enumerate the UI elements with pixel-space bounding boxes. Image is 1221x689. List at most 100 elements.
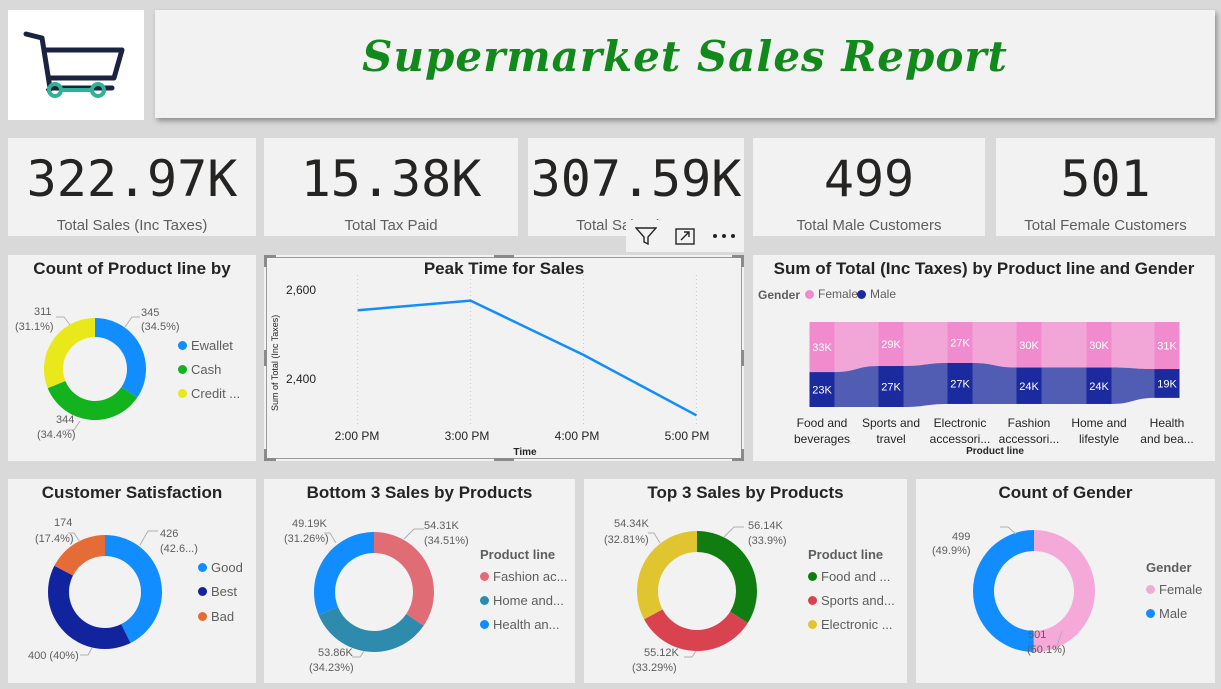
best-label: 400 (40%) <box>28 650 79 662</box>
gender-donut-tile[interactable]: Count of Gender 499 (49.9%) 501 (50.1%) … <box>916 479 1215 683</box>
legend-item-credit[interactable]: Credit ... <box>178 386 240 401</box>
ribbon-male[interactable] <box>1041 367 1087 404</box>
ribbon-chart-tile[interactable]: Sum of Total (Inc Taxes) by Product line… <box>753 255 1215 461</box>
payment-donut-tile[interactable]: Count of Product line by 345 (34.5%) 344… <box>8 255 256 461</box>
ribbon-male[interactable] <box>1111 367 1155 404</box>
legend-item-male[interactable]: Male <box>1146 606 1187 621</box>
legend-item-ewallet[interactable]: Ewallet <box>178 338 233 353</box>
x-tick-label: beverages <box>794 432 850 446</box>
kpi-card-male-customers[interactable]: 499 Total Male Customers <box>753 138 985 236</box>
ribbon-male[interactable] <box>972 362 1017 404</box>
ribbon-male[interactable] <box>903 362 948 407</box>
bar-female[interactable] <box>1016 322 1042 368</box>
legend-item-fashion[interactable]: Fashion ac... <box>480 569 567 584</box>
bar-female[interactable] <box>1154 322 1180 370</box>
food-value-label: 56.14K <box>748 520 784 532</box>
donut-slice-good[interactable] <box>105 535 162 643</box>
kpi-card-total-sales-ex-tax[interactable]: 307.59K Total Sales (Ex Ta <box>528 138 744 236</box>
legend-item-female[interactable]: Female <box>1146 582 1202 597</box>
legend-item-home[interactable]: Home and... <box>480 593 564 608</box>
donut-slice-credit[interactable] <box>43 318 95 389</box>
legend-item-food[interactable]: Food and ... <box>808 569 890 584</box>
resize-handle[interactable] <box>494 255 514 258</box>
ribbon-female[interactable] <box>834 322 879 373</box>
bar-female[interactable] <box>947 322 973 363</box>
legend-item-best[interactable]: Best <box>198 584 237 599</box>
legend-item-good[interactable]: Good <box>198 560 243 575</box>
satisfaction-donut-tile[interactable]: Customer Satisfaction 426 (42.6...) 400 … <box>8 479 256 683</box>
good-legend-dot <box>198 563 207 572</box>
bar-male[interactable] <box>1154 369 1180 398</box>
bar-male[interactable] <box>1086 367 1112 404</box>
legend-item-male[interactable]: Male <box>857 287 896 301</box>
male-legend-dot <box>857 289 866 299</box>
legend-item-cash[interactable]: Cash <box>178 362 221 377</box>
bar-male[interactable] <box>878 366 904 407</box>
resize-handle[interactable] <box>494 458 514 461</box>
legend-item-health[interactable]: Health an... <box>480 617 560 632</box>
peak-time-tile[interactable]: Peak Time for Sales Sum of Total (Inc Ta… <box>264 255 744 461</box>
kpi-card-total-sales[interactable]: 322.97K Total Sales (Inc Taxes) <box>8 138 256 236</box>
kpi-value: 15.38K <box>300 150 482 208</box>
donut-slice-food-and[interactable] <box>697 531 757 623</box>
data-label: 27K <box>950 337 970 349</box>
resize-handle[interactable] <box>264 255 276 258</box>
donut-slice-electronic[interactable] <box>637 531 697 620</box>
home-legend-dot <box>480 596 489 605</box>
ribbon-male[interactable] <box>834 366 879 407</box>
legend-label: Good <box>211 560 243 575</box>
ribbon-female[interactable] <box>1041 322 1087 368</box>
resize-handle[interactable] <box>741 255 744 267</box>
donut-slice-ewallet[interactable] <box>95 318 147 398</box>
bar-male[interactable] <box>1016 367 1042 404</box>
sales-line[interactable] <box>357 299 697 417</box>
top3-donut-tile[interactable]: Top 3 Sales by Products 56.14K (33.9%) 5… <box>584 479 907 683</box>
donut-slice-bad[interactable] <box>54 535 105 576</box>
resize-handle[interactable] <box>732 458 744 461</box>
donut-slice-home-and[interactable] <box>318 606 424 652</box>
ribbon-female[interactable] <box>1111 322 1155 370</box>
resize-handle[interactable] <box>732 255 744 258</box>
cash-legend-dot <box>178 365 187 374</box>
bar-male[interactable] <box>809 372 835 407</box>
resize-handle[interactable] <box>264 458 276 461</box>
resize-handle[interactable] <box>741 350 744 366</box>
bar-female[interactable] <box>1086 322 1112 368</box>
donut-slice-fashion-ac[interactable] <box>374 532 434 626</box>
donut-slice-cash[interactable] <box>47 380 138 421</box>
bottom3-donut-tile[interactable]: Bottom 3 Sales by Products 54.31K (34.51… <box>264 479 575 683</box>
kpi-card-female-customers[interactable]: 501 Total Female Customers <box>996 138 1215 236</box>
resize-handle[interactable] <box>264 449 267 461</box>
kpi-value: 499 <box>823 150 915 208</box>
donut-slice-female[interactable] <box>1033 530 1096 652</box>
data-label: 19K <box>1157 378 1177 390</box>
data-label: 27K <box>950 378 970 390</box>
resize-handle[interactable] <box>741 449 744 461</box>
more-options-button[interactable] <box>710 222 738 250</box>
kpi-card-total-tax[interactable]: 15.38K Total Tax Paid <box>264 138 518 236</box>
ewallet-pct-label: (34.5%) <box>141 321 180 333</box>
filter-button[interactable] <box>632 222 660 250</box>
donut-slice-male[interactable] <box>973 530 1034 652</box>
legend-item-female[interactable]: Female <box>805 287 858 301</box>
resize-handle[interactable] <box>264 350 267 366</box>
sports-legend-dot <box>808 596 817 605</box>
bar-female[interactable] <box>809 322 835 373</box>
focus-mode-button[interactable] <box>671 222 699 250</box>
data-label: 29K <box>881 339 901 351</box>
donut-slice-health-an[interactable] <box>314 532 374 615</box>
bar-male[interactable] <box>947 362 973 404</box>
legend-title: Product line <box>808 547 884 562</box>
ribbon-female[interactable] <box>903 322 948 367</box>
male-legend-dot <box>1146 609 1155 618</box>
bar-female[interactable] <box>878 322 904 367</box>
donut-slice-best[interactable] <box>47 565 131 649</box>
resize-handle[interactable] <box>264 255 267 267</box>
donut-slice-sports-and[interactable] <box>644 609 748 651</box>
ribbon-female[interactable] <box>972 322 1017 368</box>
legend-item-electronic[interactable]: Electronic ... <box>808 617 893 632</box>
legend-item-sports[interactable]: Sports and... <box>808 593 895 608</box>
legend-item-bad[interactable]: Bad <box>198 609 234 624</box>
food-pct-label: (33.9%) <box>748 535 787 547</box>
female-pct-label: (50.1%) <box>1027 644 1066 656</box>
